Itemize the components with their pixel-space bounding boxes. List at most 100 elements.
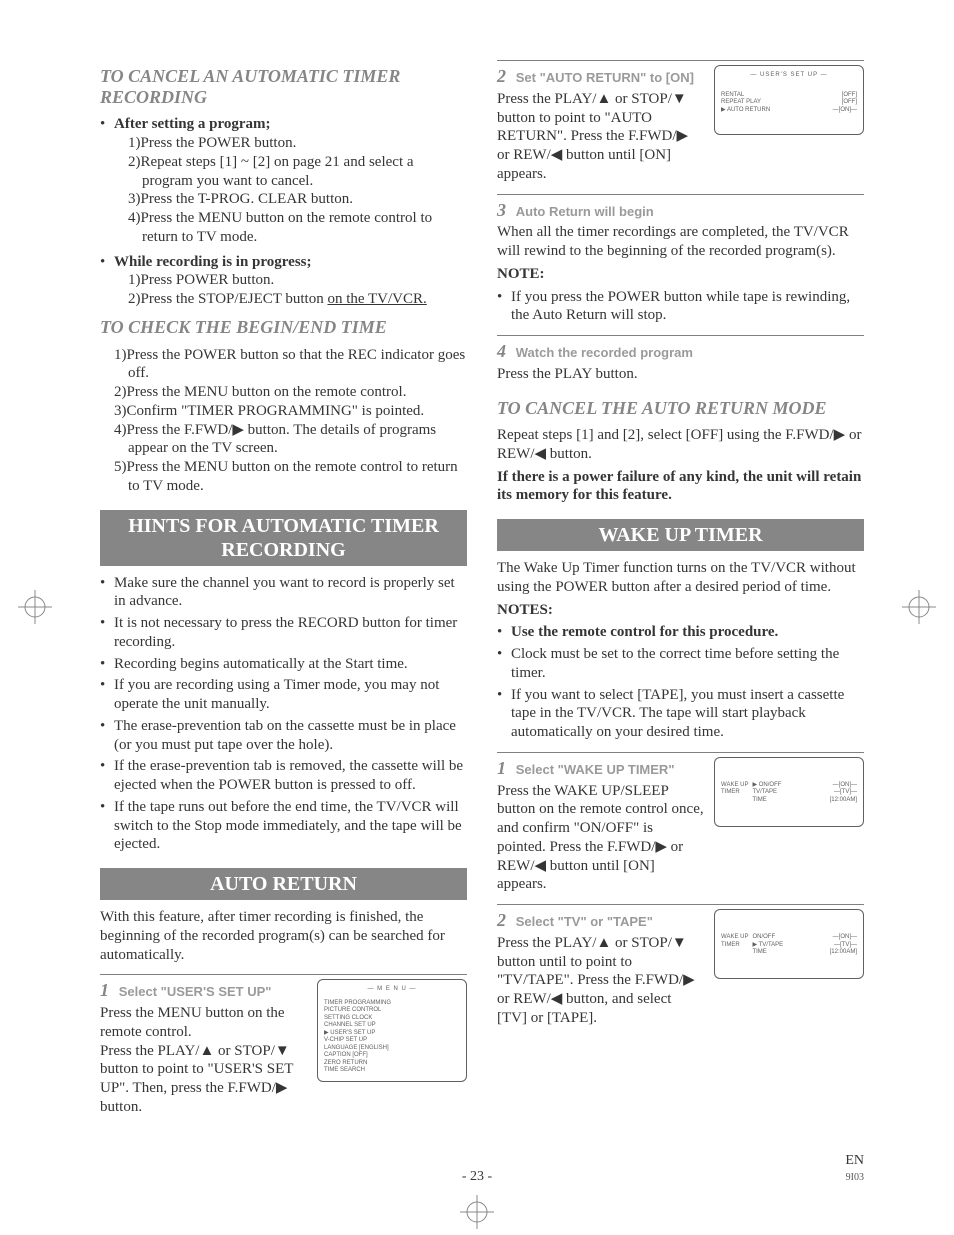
- step-title: Select "USER'S SET UP": [119, 984, 272, 999]
- auto-return-intro: With this feature, after timer recording…: [100, 908, 467, 964]
- wake-note: If you want to select [TAPE], you must i…: [497, 686, 864, 742]
- lcd-label: WAKE UP: [721, 934, 748, 942]
- step-title: Select "WAKE UP TIMER": [516, 762, 675, 777]
- manual-page: TO CANCEL AN AUTOMATIC TIMER RECORDING A…: [0, 0, 954, 1235]
- lcd-line: TIMER PROGRAMMING: [324, 1000, 460, 1008]
- step-title: Auto Return will begin: [516, 204, 654, 219]
- step: 1)Press the POWER button.: [128, 134, 467, 153]
- heading-cancel-auto-return: TO CANCEL THE AUTO RETURN MODE: [497, 398, 864, 419]
- hint-item: If the erase-prevention tab is removed, …: [100, 757, 467, 795]
- lcd-line: LANGUAGE [ENGLISH]: [324, 1045, 460, 1053]
- step-number: 3: [497, 200, 506, 220]
- wake-note-bold: Use the remote control for this procedur…: [497, 623, 864, 642]
- hint-item: If you are recording using a Timer mode,…: [100, 676, 467, 714]
- step: 4)Press the MENU button on the remote co…: [128, 209, 467, 247]
- step: 2)Press the STOP/EJECT button on the TV/…: [128, 290, 467, 309]
- step: 2)Press the MENU button on the remote co…: [114, 383, 467, 402]
- step: 3)Press the T-PROG. CLEAR button.: [128, 190, 467, 209]
- page-lang: EN: [845, 1153, 864, 1168]
- step: 1)Press the POWER button so that the REC…: [114, 346, 467, 384]
- note-item: If you press the POWER button while tape…: [497, 288, 864, 326]
- while-recording-block: While recording is in progress; 1)Press …: [100, 253, 467, 309]
- lcd-row: TIME[12:00AM]: [752, 949, 857, 957]
- step-body: When all the timer recordings are comple…: [497, 223, 864, 261]
- after-setting-block: After setting a program; 1)Press the POW…: [100, 115, 467, 246]
- two-column-layout: TO CANCEL AN AUTOMATIC TIMER RECORDING A…: [100, 60, 864, 1117]
- right-column: 2 Set "AUTO RETURN" to [ON] Press the PL…: [497, 60, 864, 1117]
- while-recording-steps: 1)Press POWER button. 2)Press the STOP/E…: [114, 271, 467, 309]
- lcd-line: ▶ USER'S SET UP: [324, 1030, 460, 1038]
- hint-item: It is not necessary to press the RECORD …: [100, 614, 467, 652]
- step-body: Press the WAKE UP/SLEEP button on the re…: [497, 782, 704, 895]
- cancel-list: After setting a program; 1)Press the POW…: [100, 115, 467, 309]
- step-number: 1: [100, 980, 109, 1000]
- lcd-user-setup-screen: — USER'S SET UP — RENTAL[OFF] REPEAT PLA…: [714, 65, 864, 135]
- registration-mark-icon: [902, 590, 936, 624]
- lcd-title: — USER'S SET UP —: [721, 72, 857, 80]
- lcd-wake-timer-screen-2: WAKE UP TIMER ON/OFF—[ON]— ▶ TV/TAPE—[TV…: [714, 909, 864, 979]
- lcd-row: TIME[12:00AM]: [752, 797, 857, 805]
- wake-note: Clock must be set to the correct time be…: [497, 645, 864, 683]
- lcd-wake-timer-screen-1: WAKE UP TIMER ▶ ON/OFF—[ON]— TV/TAPE—[TV…: [714, 757, 864, 827]
- lcd-line: CAPTION [OFF]: [324, 1052, 460, 1060]
- step: 1)Press POWER button.: [128, 271, 467, 290]
- lcd-row: ▶ AUTO RETURN—[ON]—: [721, 107, 857, 115]
- step-number: 2: [497, 910, 506, 930]
- step: 5)Press the MENU button on the remote co…: [114, 458, 467, 496]
- note-label: NOTE:: [497, 266, 545, 282]
- notes-label: NOTES:: [497, 602, 553, 618]
- step-title: Watch the recorded program: [516, 345, 693, 360]
- cancel-body-bold: If there is a power failure of any kind,…: [497, 469, 861, 504]
- banner-auto-return: AUTO RETURN: [100, 868, 467, 900]
- wake-intro: The Wake Up Timer function turns on the …: [497, 559, 864, 597]
- step-number: 4: [497, 341, 506, 361]
- hint-item: If the tape runs out before the end time…: [100, 798, 467, 854]
- page-code: 9I03: [846, 1172, 864, 1183]
- lcd-row: ▶ TV/TAPE—[TV]—: [752, 942, 857, 950]
- auto-return-step-3: 3 Auto Return will begin When all the ti…: [497, 194, 864, 326]
- lcd-menu-screen: — M E N U — TIMER PROGRAMMING PICTURE CO…: [317, 979, 467, 1082]
- lcd-label: TIMER: [721, 942, 748, 950]
- hints-list: Make sure the channel you want to record…: [100, 574, 467, 855]
- step-underline: on the TV/VCR.: [327, 291, 426, 307]
- hint-item: Recording begins automatically at the St…: [100, 655, 467, 674]
- step-body: Press the PLAY button.: [497, 365, 864, 384]
- banner-wake-up-timer: WAKE UP TIMER: [497, 519, 864, 551]
- page-number: - 23 -: [0, 1169, 954, 1185]
- lcd-label: WAKE UP: [721, 782, 748, 790]
- after-setting-steps: 1)Press the POWER button. 2)Repeat steps…: [114, 134, 467, 247]
- left-column: TO CANCEL AN AUTOMATIC TIMER RECORDING A…: [100, 60, 467, 1117]
- check-steps: 1)Press the POWER button so that the REC…: [100, 346, 467, 496]
- step: 4)Press the F.FWD/▶ button. The details …: [114, 421, 467, 459]
- banner-hints: HINTS FOR AUTOMATIC TIMER RECORDING: [100, 510, 467, 566]
- step-body: Press the PLAY/▲ or STOP/▼ button to poi…: [497, 90, 704, 184]
- lcd-label: TIMER: [721, 789, 748, 797]
- wake-step-2: 2 Select "TV" or "TAPE" Press the PLAY/▲…: [497, 904, 864, 1028]
- auto-return-step-1: 1 Select "USER'S SET UP" Press the MENU …: [100, 974, 467, 1116]
- step-body: Press the PLAY/▲ or STOP/▼ button until …: [497, 934, 704, 1028]
- auto-return-step-4: 4 Watch the recorded program Press the P…: [497, 335, 864, 384]
- heading-check-time: TO CHECK THE BEGIN/END TIME: [100, 317, 467, 338]
- hint-item: Make sure the channel you want to record…: [100, 574, 467, 612]
- lcd-line: V-CHIP SET UP: [324, 1037, 460, 1045]
- step-title: Select "TV" or "TAPE": [516, 914, 653, 929]
- lcd-line: ZERO RETURN: [324, 1060, 460, 1068]
- wake-step-1: 1 Select "WAKE UP TIMER" Press the WAKE …: [497, 752, 864, 894]
- lcd-line: TIME SEARCH: [324, 1067, 460, 1075]
- hint-item: The erase-prevention tab on the cassette…: [100, 717, 467, 755]
- lcd-line: PICTURE CONTROL: [324, 1007, 460, 1015]
- note-list: If you press the POWER button while tape…: [497, 288, 864, 326]
- step-number: 2: [497, 66, 506, 86]
- lcd-title: — M E N U —: [324, 986, 460, 994]
- lcd-row: ▶ ON/OFF—[ON]—: [752, 782, 857, 790]
- while-recording-label: While recording is in progress;: [114, 254, 312, 270]
- lcd-row: REPEAT PLAY[OFF]: [721, 99, 857, 107]
- step: 3)Confirm "TIMER PROGRAMMING" is pointed…: [114, 402, 467, 421]
- wake-notes-list: Use the remote control for this procedur…: [497, 623, 864, 742]
- lcd-line: SETTING CLOCK: [324, 1015, 460, 1023]
- step-body: Press the PLAY/▲ or STOP/▼ button to poi…: [100, 1042, 307, 1117]
- step-number: 1: [497, 758, 506, 778]
- lcd-row: ON/OFF—[ON]—: [752, 934, 857, 942]
- cancel-body: Repeat steps [1] and [2], select [OFF] u…: [497, 426, 864, 464]
- step-text: 2)Press the STOP/EJECT button: [128, 291, 327, 307]
